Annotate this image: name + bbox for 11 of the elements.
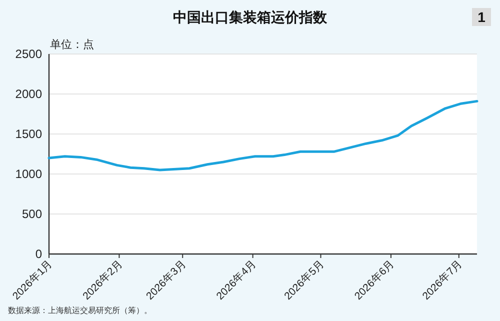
y-axis-title: 单位：点 [50,38,94,51]
y-tick-label: 1000 [15,167,42,181]
y-tick-label: 1500 [15,127,42,141]
text: 1 [478,9,486,25]
source-note: 数据来源：上海航运交易研究所（筹）。 [8,306,152,315]
line-series [48,100,478,172]
chart-title: 中国出口集装箱运价指数 [173,9,328,25]
y-tick-label: 500 [22,207,42,221]
y-tick-label: 0 [35,247,42,261]
y-tick-label: 2000 [15,87,42,101]
y-tick-label: 2500 [15,47,42,61]
